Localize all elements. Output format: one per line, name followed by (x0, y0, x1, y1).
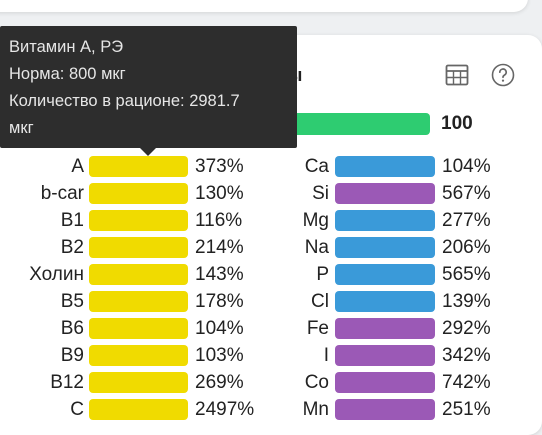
tooltip-arrow (140, 148, 156, 156)
nutrient-bar[interactable] (89, 237, 188, 258)
nutrient-bar[interactable] (89, 318, 188, 339)
nutrient-bar[interactable] (335, 156, 435, 177)
nutrient-percent: 139% (442, 291, 491, 312)
energy-bar[interactable] (280, 113, 430, 135)
nutrient-label: B9 (60, 345, 84, 366)
nutrient-label: Ca (304, 156, 329, 177)
nutrient-label: I (323, 345, 329, 366)
nutrient-percent: 269% (195, 372, 244, 393)
nutrient-percent: 103% (195, 345, 244, 366)
nutrient-label: Mn (302, 399, 329, 420)
nutrient-percent: 373% (195, 156, 244, 177)
nutrient-label: Cl (311, 291, 329, 312)
tooltip-norm: Норма: 800 мкг (9, 65, 126, 83)
nutrient-percent: 565% (442, 264, 491, 285)
tooltip-nutrient-name: Витамин A, РЭ (9, 38, 124, 56)
nutrient-bar[interactable] (335, 318, 435, 339)
nutrient-percent: 116% (195, 210, 243, 231)
nutrient-label: B6 (60, 318, 84, 339)
nutrient-label: B5 (60, 291, 84, 312)
nutrient-percent: 567% (442, 183, 491, 204)
nutrient-percent: 742% (442, 372, 491, 393)
help-icon[interactable] (490, 62, 516, 88)
nutrient-bar[interactable] (89, 210, 188, 231)
nutrient-label: Fe (306, 318, 329, 339)
nutrient-percent: 104% (442, 156, 491, 177)
nutrient-percent: 277% (442, 210, 491, 231)
nutrient-label: Холин (29, 264, 84, 285)
nutrient-percent: 342% (442, 345, 491, 366)
nutrient-bar[interactable] (89, 183, 188, 204)
nutrient-percent: 206% (442, 237, 491, 258)
nutrient-label: P (316, 264, 329, 285)
nutrient-bar[interactable] (335, 183, 435, 204)
tooltip-unit: мкг (9, 119, 34, 137)
nutrient-bar[interactable] (335, 210, 435, 231)
table-icon[interactable] (444, 62, 470, 88)
nutrient-percent: 214% (195, 237, 244, 258)
nutrient-label: b-car (40, 183, 84, 204)
nutrient-label: B2 (60, 237, 84, 258)
nutrient-label: B12 (50, 372, 84, 393)
nutrient-bar[interactable] (335, 237, 435, 258)
energy-value: 100 (441, 113, 473, 134)
nutrient-percent: 130% (195, 183, 244, 204)
nutrient-bar[interactable] (89, 264, 188, 285)
nutrient-label: Mg (302, 210, 329, 231)
nutrient-bar[interactable] (335, 291, 435, 312)
nutrient-bar[interactable] (335, 399, 435, 420)
nutrient-percent: 292% (442, 318, 491, 339)
nutrient-bar[interactable] (335, 372, 435, 393)
nutrient-bar[interactable] (335, 264, 435, 285)
nutrient-percent: 143% (195, 264, 244, 285)
nutrient-label: B1 (60, 210, 84, 231)
nutrient-bar[interactable] (335, 345, 435, 366)
nutrient-bar[interactable] (89, 291, 188, 312)
nutrient-label: Na (304, 237, 329, 258)
nutrient-label: A (71, 156, 84, 177)
nutrient-bar[interactable] (89, 156, 188, 177)
previous-card (0, 0, 528, 12)
nutrient-label: Si (312, 183, 329, 204)
nutrient-bar[interactable] (89, 345, 188, 366)
nutrient-tooltip: Витамин A, РЭ Норма: 800 мкг Количество … (0, 26, 297, 156)
nutrient-percent: 178% (195, 291, 244, 312)
nutrient-percent: 251% (442, 399, 491, 420)
nutrient-percent: 104% (195, 318, 244, 339)
nutrient-label: Co (304, 372, 329, 393)
nutrient-bar[interactable] (89, 372, 188, 393)
tooltip-amount: Количество в рационе: 2981.7 (9, 92, 240, 110)
